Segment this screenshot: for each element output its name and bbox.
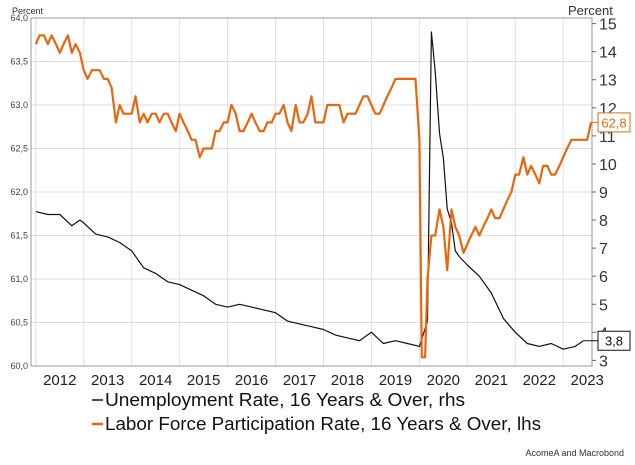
- legend-label-unemployment: Unemployment Rate, 16 Years & Over, rhs: [105, 390, 465, 410]
- end-label-box: [597, 112, 631, 133]
- left-tick-label: 60,5: [10, 318, 28, 328]
- right-tick-label: 15: [599, 17, 617, 34]
- x-tick-label: 2016: [235, 372, 268, 389]
- x-tick-label: 2020: [427, 372, 460, 389]
- right-tick-label: 11: [599, 129, 616, 146]
- x-tick-label: 2019: [379, 372, 412, 389]
- left-tick-label: 61,5: [10, 231, 28, 241]
- right-tick-label: 7: [599, 241, 608, 258]
- right-tick-label: 5: [599, 297, 608, 314]
- left-tick-label: 60,0: [10, 361, 28, 371]
- left-tick-label: 61,0: [10, 274, 28, 284]
- x-tick-label: 2014: [139, 372, 172, 389]
- right-tick-label: 9: [599, 185, 608, 202]
- right-tick-label: 6: [599, 269, 608, 286]
- x-tick-label: 2012: [43, 372, 76, 389]
- left-tick-label: 62,0: [10, 187, 28, 197]
- series-lines: [34, 31, 593, 359]
- right-tick-label: 3: [599, 353, 608, 370]
- participation-line: [34, 34, 593, 359]
- unemployment-end-value: 3,8: [605, 334, 623, 349]
- x-tick-label: 2013: [91, 372, 124, 389]
- right-tick-label: 10: [599, 157, 617, 174]
- right-tick-label: 13: [599, 73, 617, 90]
- right-axis-ticks: 3456789101112131415: [592, 17, 617, 370]
- source-note: AcomeA and Macrobond: [525, 448, 624, 458]
- left-axis-unit-label: Percent: [12, 6, 44, 16]
- unemployment-line: [35, 31, 584, 350]
- x-tick-label: 2015: [187, 372, 220, 389]
- right-tick-label: 14: [599, 45, 617, 62]
- end-label-box: [597, 330, 631, 351]
- left-tick-label: 63,5: [10, 57, 28, 67]
- horizontal-gridlines: [31, 17, 592, 367]
- right-axis-unit-label: Percent: [568, 3, 613, 18]
- left-tick-label: 63,0: [10, 100, 28, 110]
- legend-label-participation: Labor Force Participation Rate, 16 Years…: [105, 414, 541, 434]
- participation-end-value: 62,8: [601, 115, 626, 130]
- left-tick-label: 64,0: [10, 13, 28, 23]
- x-tick-label: 2017: [283, 372, 316, 389]
- x-tick-label: 2018: [331, 372, 364, 389]
- series-end-labels: 3,8 62,8: [583, 112, 631, 351]
- left-axis-ticks: 60,0 60,5 61,0 61,5 62,0 62,5 63,0 63,5 64,0: [10, 13, 28, 371]
- left-tick-label: 62,5: [10, 144, 28, 154]
- legend: Unemployment Rate, 16 Years & Over, rhs …: [92, 390, 541, 434]
- right-tick-label: 8: [599, 213, 608, 230]
- x-axis-ticks: 2012 2013 2014 2015 2016 2017 2018 2019 2020 2021…: [43, 372, 604, 389]
- x-tick-label: 2021: [475, 372, 508, 389]
- x-tick-label: 2022: [523, 372, 556, 389]
- x-tick-label: 2023: [571, 372, 604, 389]
